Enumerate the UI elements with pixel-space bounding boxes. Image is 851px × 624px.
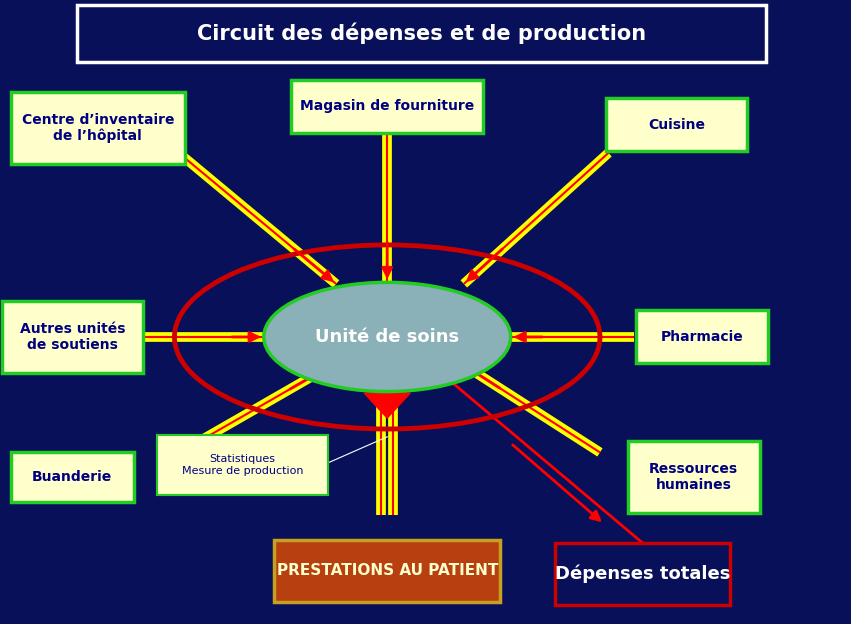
- Text: PRESTATIONS AU PATIENT: PRESTATIONS AU PATIENT: [277, 563, 498, 578]
- FancyBboxPatch shape: [291, 80, 483, 133]
- FancyBboxPatch shape: [606, 98, 747, 151]
- Text: Dépenses totales: Dépenses totales: [555, 565, 730, 583]
- FancyBboxPatch shape: [627, 442, 759, 513]
- Text: Pharmacie: Pharmacie: [660, 330, 744, 344]
- Polygon shape: [364, 393, 410, 418]
- FancyBboxPatch shape: [636, 310, 768, 363]
- Text: Buanderie: Buanderie: [32, 470, 112, 484]
- FancyBboxPatch shape: [77, 5, 766, 62]
- Text: Unité de soins: Unité de soins: [315, 328, 460, 346]
- Text: Autres unités
de soutiens: Autres unités de soutiens: [20, 322, 125, 352]
- Ellipse shape: [264, 282, 511, 392]
- FancyBboxPatch shape: [555, 543, 729, 605]
- Text: Ressources
humaines: Ressources humaines: [649, 462, 738, 492]
- FancyBboxPatch shape: [3, 301, 143, 373]
- Text: Statistiques
Mesure de production: Statistiques Mesure de production: [182, 454, 303, 475]
- FancyBboxPatch shape: [274, 540, 500, 602]
- Text: Centre d’inventaire
de l’hôpital: Centre d’inventaire de l’hôpital: [21, 112, 174, 144]
- FancyBboxPatch shape: [10, 452, 134, 502]
- Text: Circuit des dépenses et de production: Circuit des dépenses et de production: [197, 23, 646, 44]
- FancyBboxPatch shape: [157, 436, 328, 494]
- FancyBboxPatch shape: [10, 92, 186, 163]
- Text: Magasin de fourniture: Magasin de fourniture: [300, 99, 474, 113]
- Text: Cuisine: Cuisine: [648, 118, 705, 132]
